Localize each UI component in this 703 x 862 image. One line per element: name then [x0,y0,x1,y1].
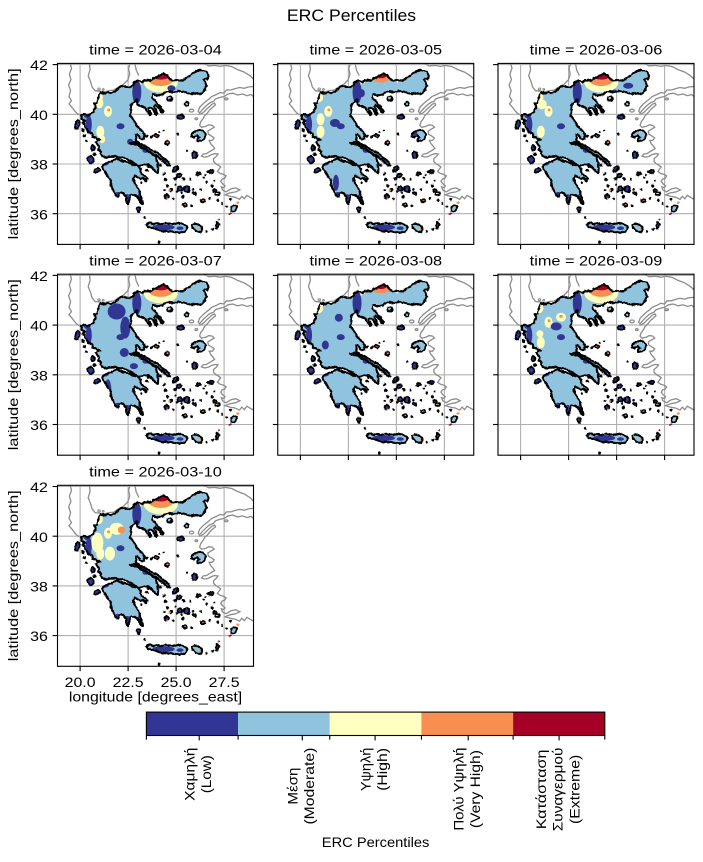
svg-text:Πολύ Υψηλή: Πολύ Υψηλή [451,748,467,831]
svg-text:longitude [degrees_east]: longitude [degrees_east] [69,688,242,704]
svg-text:25.0: 25.0 [161,674,192,690]
svg-text:(Low): (Low) [198,755,214,793]
svg-text:38: 38 [30,579,48,595]
svg-text:latitude [degrees_north]: latitude [degrees_north] [5,68,21,239]
svg-text:time = 2026-03-07: time = 2026-03-07 [89,252,222,268]
svg-text:time = 2026-03-09: time = 2026-03-09 [530,252,663,268]
svg-text:Χαμηλή: Χαμηλή [182,748,198,801]
svg-text:time = 2026-03-04: time = 2026-03-04 [89,42,222,58]
svg-text:40: 40 [30,529,48,545]
svg-text:Κατάσταση: Κατάσταση [533,750,549,830]
svg-text:40: 40 [30,318,48,334]
svg-text:(Extreme): (Extreme) [566,755,582,824]
svg-text:Μέση: Μέση [285,768,301,805]
svg-text:36: 36 [30,628,48,644]
svg-text:42: 42 [30,268,48,284]
svg-text:(Very High): (Very High) [467,750,483,828]
svg-text:Συναγερμού: Συναγερμού [550,748,566,832]
svg-text:27.5: 27.5 [209,674,240,690]
svg-text:20.0: 20.0 [65,674,96,690]
svg-text:time = 2026-03-10: time = 2026-03-10 [89,464,222,480]
svg-text:time = 2026-03-06: time = 2026-03-06 [530,42,663,58]
svg-text:(High): (High) [374,748,390,791]
svg-text:38: 38 [30,157,48,173]
svg-text:(Moderate): (Moderate) [301,748,317,825]
svg-text:latitude [degrees_north]: latitude [degrees_north] [5,279,21,450]
svg-text:38: 38 [30,367,48,383]
svg-text:latitude [degrees_north]: latitude [degrees_north] [5,490,21,661]
svg-text:40: 40 [30,107,48,123]
svg-text:time = 2026-03-05: time = 2026-03-05 [310,42,443,58]
svg-text:36: 36 [30,206,48,222]
svg-text:36: 36 [30,417,48,433]
svg-text:ERC Percentiles: ERC Percentiles [287,6,416,25]
svg-text:42: 42 [30,57,48,73]
svg-text:Υψηλή: Υψηλή [357,748,373,792]
svg-text:42: 42 [30,479,48,495]
svg-text:ERC Percentiles: ERC Percentiles [322,834,430,850]
svg-text:22.5: 22.5 [113,674,144,690]
svg-text:time = 2026-03-08: time = 2026-03-08 [310,252,443,268]
